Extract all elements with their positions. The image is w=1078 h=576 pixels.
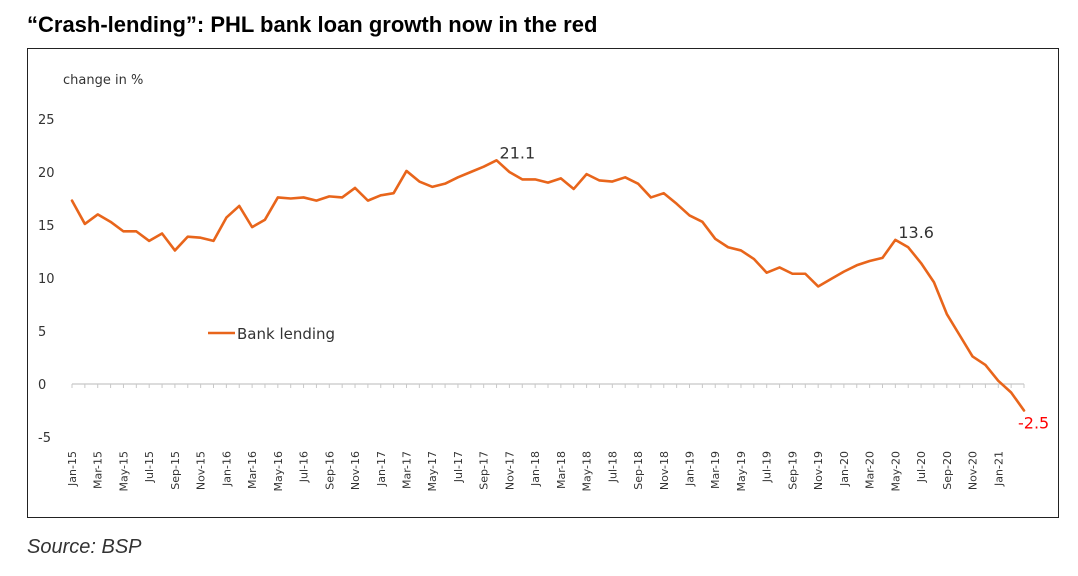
- x-tick-label: Sep-17: [478, 451, 491, 490]
- x-tick-label: Jan-19: [684, 451, 697, 487]
- page-title: “Crash-lending”: PHL bank loan growth no…: [27, 12, 598, 37]
- x-tick-label: Jul-15: [143, 451, 156, 483]
- x-tick-label: Jan-20: [838, 451, 851, 487]
- line-chart: change in % -5 0 5 10 15 20 25 Jan-15 Mar-15 May…: [38, 73, 1049, 492]
- x-tick-label: Mar-17: [400, 451, 413, 489]
- x-tick-label: Nov-18: [658, 451, 671, 490]
- x-tick-label: Jan-17: [375, 451, 388, 487]
- x-tick-label: Jan-16: [220, 451, 233, 487]
- x-tick-label: Jul-20: [915, 451, 928, 483]
- y-tick-label: 10: [38, 272, 55, 287]
- x-tick-label: May-18: [581, 451, 594, 492]
- x-tick-label: Nov-19: [812, 451, 825, 490]
- x-tick-label: Jul-18: [606, 451, 619, 483]
- x-tick-label: Jul-16: [298, 451, 311, 483]
- data-label: -2.5: [1018, 414, 1049, 433]
- x-tick-label: May-17: [426, 451, 439, 492]
- x-tick-label: Mar-15: [92, 451, 105, 489]
- x-tick-label: Sep-15: [169, 451, 182, 490]
- x-tick-label: Jan-21: [992, 451, 1005, 487]
- y-tick-label: 15: [38, 219, 55, 234]
- y-tick-label: 0: [38, 378, 46, 393]
- data-label: 21.1: [500, 143, 536, 162]
- y-axis-label: change in %: [63, 73, 143, 88]
- x-tick-label: Sep-19: [786, 451, 799, 490]
- x-tick-label: May-20: [889, 451, 902, 492]
- y-tick-label: 5: [38, 325, 46, 340]
- legend-label: Bank lending: [237, 325, 335, 343]
- x-tick-label: Nov-17: [503, 451, 516, 490]
- x-tick-label: May-15: [117, 451, 130, 492]
- source-note: Source: BSP: [27, 536, 142, 558]
- x-tick-label: Jan-15: [66, 451, 79, 487]
- x-tick-label: Mar-18: [555, 451, 568, 489]
- x-tick-label: May-16: [272, 451, 285, 492]
- x-tick-label: Jul-19: [761, 451, 774, 483]
- x-tick-label: Jul-17: [452, 451, 465, 483]
- x-tick-label: Nov-20: [967, 451, 980, 490]
- x-tick-label: May-19: [735, 451, 748, 492]
- x-tick-label: Sep-18: [632, 451, 645, 490]
- y-tick-label: 20: [38, 166, 55, 181]
- x-tick-label: Sep-16: [323, 451, 336, 490]
- x-tick-label: Mar-20: [864, 451, 877, 489]
- x-tick-label: Sep-20: [941, 451, 954, 490]
- data-label: 13.6: [898, 223, 934, 242]
- x-tick-label: Nov-16: [349, 451, 362, 490]
- x-tick-label: Nov-15: [195, 451, 208, 490]
- y-tick-label: -5: [38, 431, 51, 446]
- chart-frame: change in % -5 0 5 10 15 20 25 Jan-15 Mar-15 May…: [27, 48, 1059, 518]
- bank-lending-line: [70, 159, 1026, 412]
- x-tick-label: Mar-16: [246, 451, 259, 489]
- y-tick-label: 25: [38, 113, 55, 128]
- x-tick-label: Mar-19: [709, 451, 722, 489]
- x-tick-label: Jan-18: [529, 451, 542, 487]
